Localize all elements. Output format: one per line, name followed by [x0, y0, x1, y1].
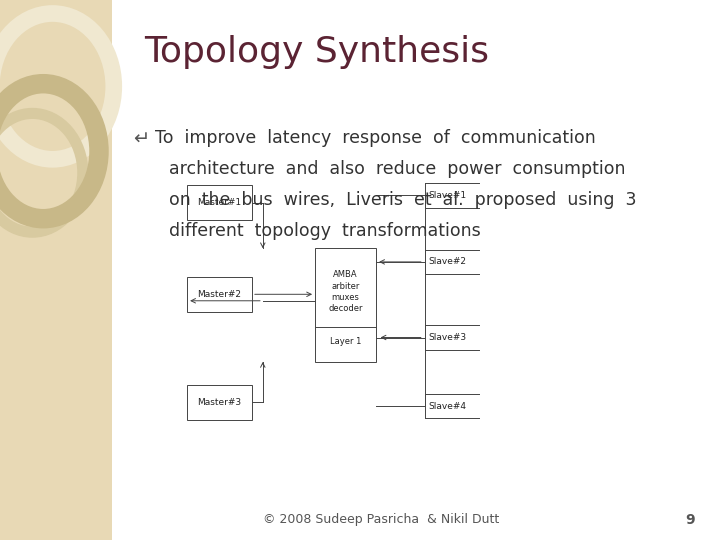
Text: 9: 9 — [685, 512, 695, 526]
Text: Topology Synthesis: Topology Synthesis — [144, 35, 489, 69]
Text: © 2008 Sudeep Pasricha  & Nikil Dutt: © 2008 Sudeep Pasricha & Nikil Dutt — [264, 514, 500, 526]
Text: on  the  bus  wires,  Liveris  et  al.  proposed  using  3: on the bus wires, Liveris et al. propose… — [169, 191, 636, 209]
Text: Slave#3: Slave#3 — [429, 333, 467, 342]
Bar — [187, 185, 252, 220]
Text: ↵: ↵ — [133, 130, 150, 148]
Text: Slave#4: Slave#4 — [429, 402, 467, 410]
Text: To  improve  latency  response  of  communication: To improve latency response of communica… — [155, 129, 595, 146]
Text: Master#1: Master#1 — [197, 198, 242, 207]
Bar — [187, 384, 252, 420]
Text: different  topology  transformations: different topology transformations — [169, 222, 481, 240]
Text: Slave#2: Slave#2 — [429, 258, 467, 266]
Text: Master#3: Master#3 — [197, 398, 242, 407]
Bar — [112, 0, 720, 540]
Bar — [0, 0, 112, 540]
Text: Layer 1: Layer 1 — [330, 338, 361, 346]
Text: architecture  and  also  reduce  power  consumption: architecture and also reduce power consu… — [169, 160, 626, 178]
Text: AMBA
arbiter
muxes
decoder: AMBA arbiter muxes decoder — [328, 271, 363, 313]
Bar — [187, 276, 252, 312]
Bar — [315, 248, 376, 362]
Text: Slave#1: Slave#1 — [429, 191, 467, 200]
Text: Master#2: Master#2 — [197, 290, 242, 299]
